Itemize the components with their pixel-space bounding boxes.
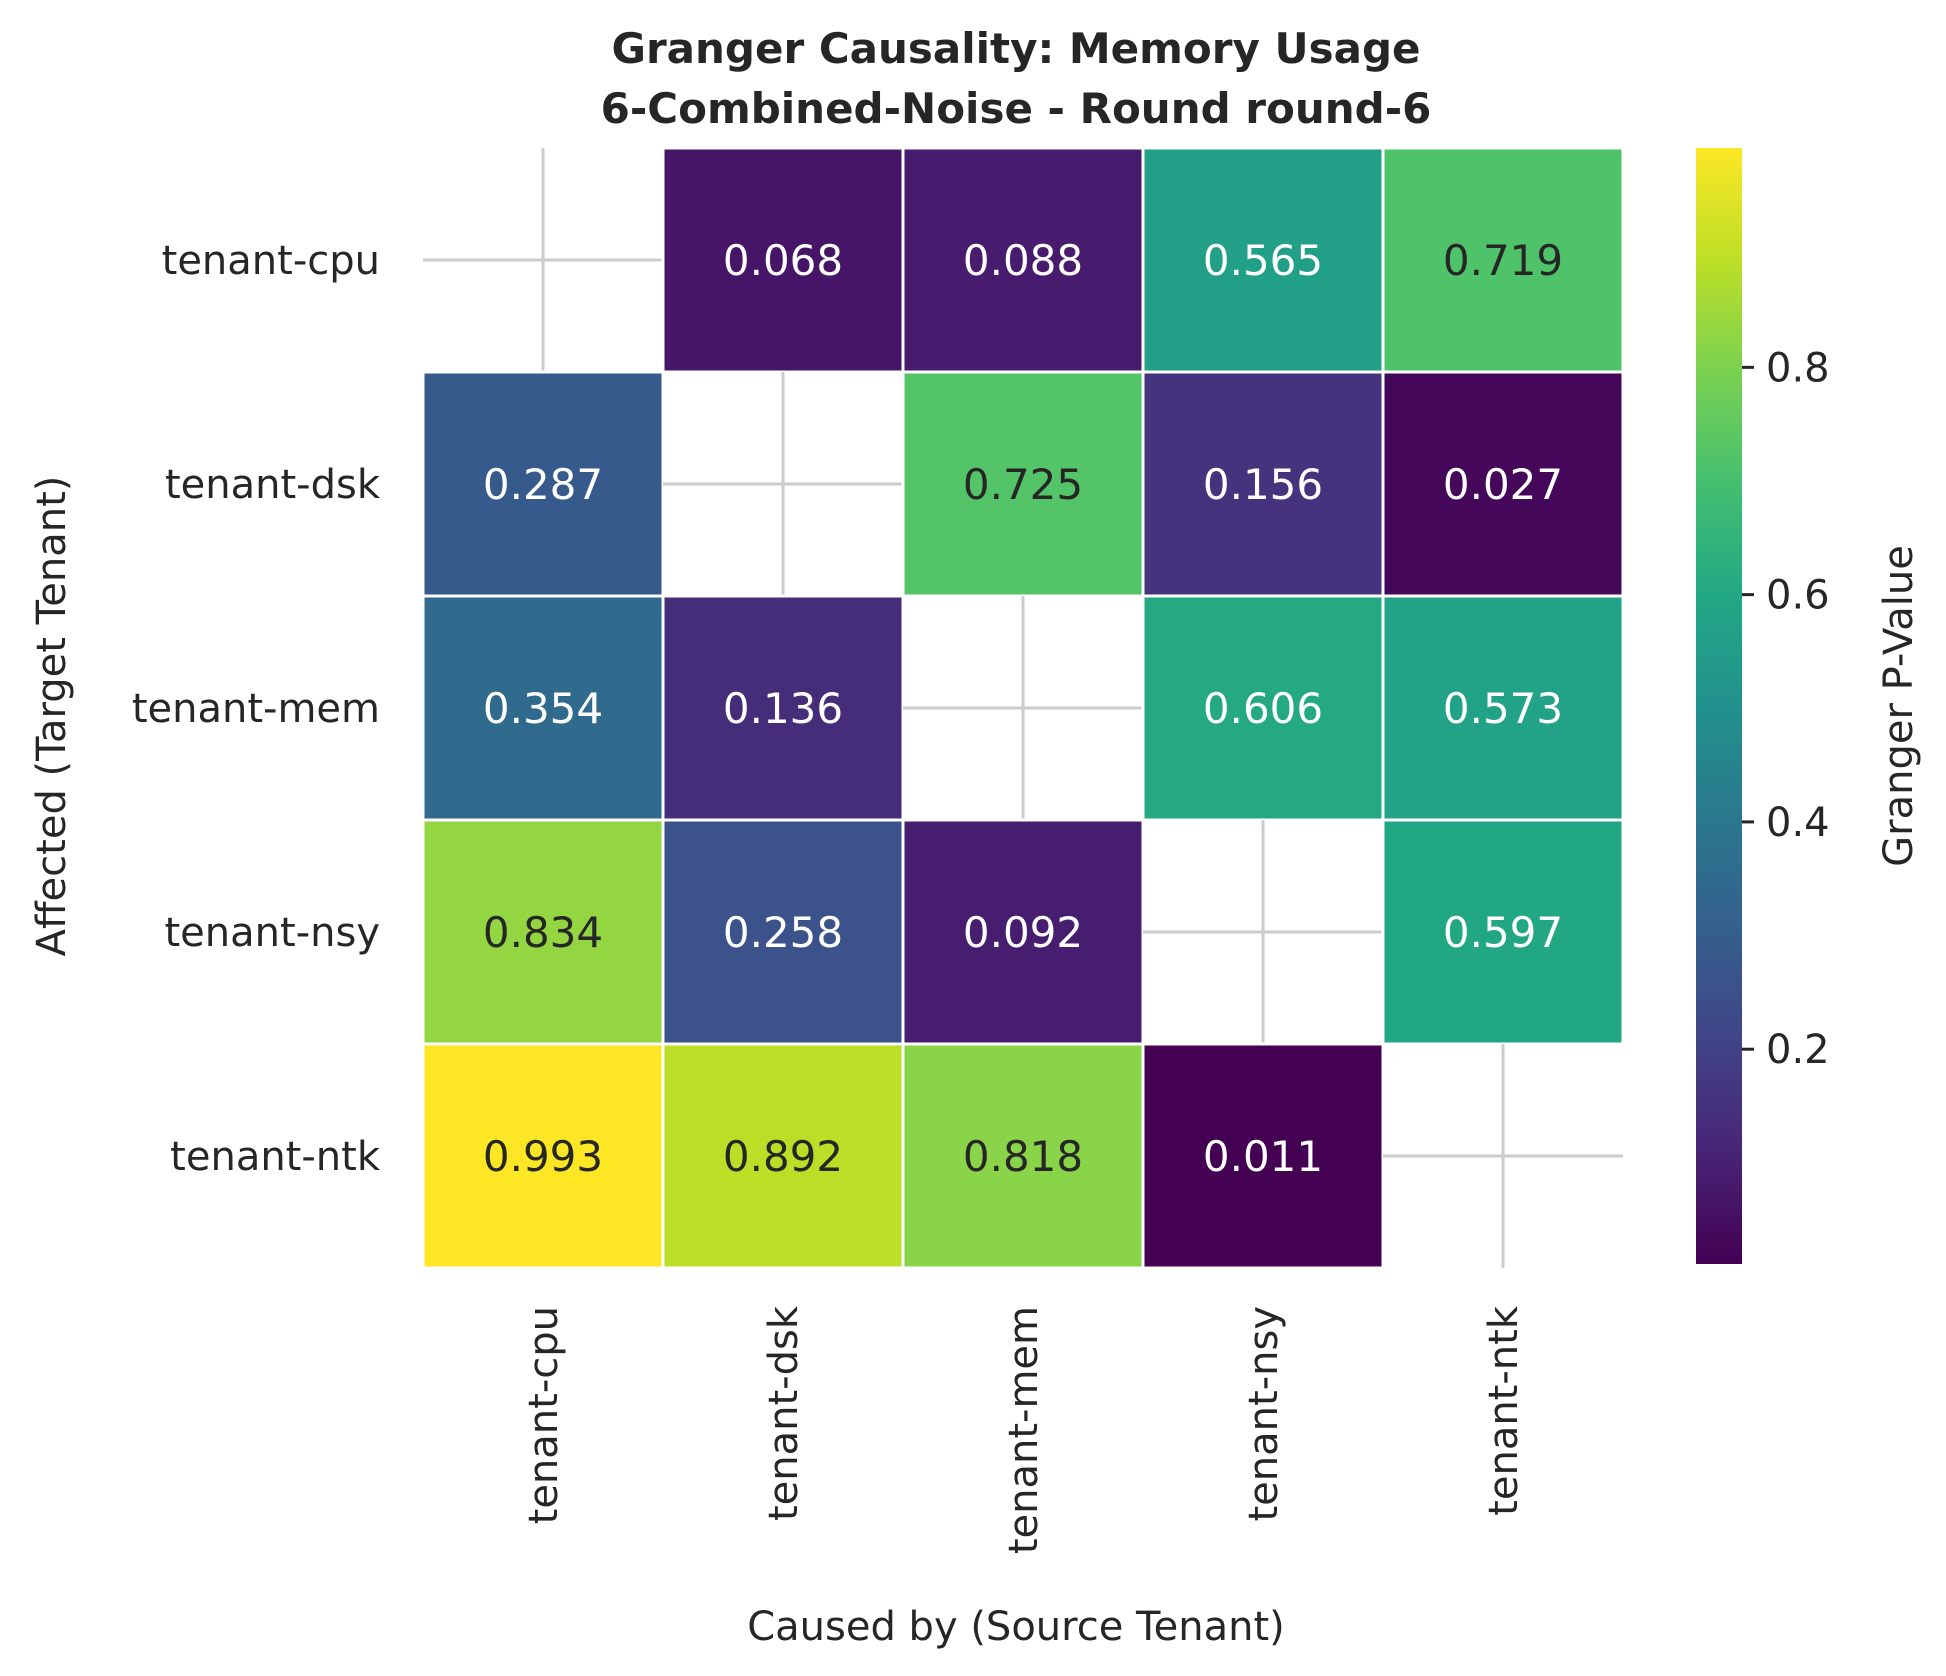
heatmap-cell xyxy=(1381,594,1625,822)
heatmap-cell xyxy=(421,1042,665,1270)
masked-cell xyxy=(1143,820,1383,1044)
x-tick-label: tenant-nsy xyxy=(1241,1306,1287,1522)
chart-title-line-1: Granger Causality: Memory Usage xyxy=(612,24,1421,73)
cell-value-label: 0.725 xyxy=(963,460,1083,509)
masked-cell xyxy=(903,596,1143,820)
x-tick-label: tenant-mem xyxy=(1001,1306,1047,1554)
x-tick-label: tenant-dsk xyxy=(761,1305,807,1521)
colorbar-ticks: 0.2 0.4 0.6 0.8 xyxy=(1742,345,1830,1073)
colorbar-tick-label: 0.2 xyxy=(1766,1027,1830,1073)
heatmap-cell xyxy=(1381,818,1625,1046)
heatmap-cell xyxy=(661,1042,905,1270)
x-tick-label: tenant-ntk xyxy=(1481,1305,1527,1516)
cell-value-label: 0.993 xyxy=(483,1132,603,1181)
cell-value-label: 0.136 xyxy=(723,684,843,733)
masked-cell xyxy=(423,148,663,372)
heatmap-cell xyxy=(421,594,665,822)
cell-value-label: 0.719 xyxy=(1443,236,1563,285)
heatmap-cell xyxy=(1141,146,1385,374)
colorbar-tick-label: 0.8 xyxy=(1766,345,1830,391)
heatmap-cell xyxy=(1141,1042,1385,1270)
heatmap-cell xyxy=(901,818,1145,1046)
cell-value-label: 0.834 xyxy=(483,908,603,957)
cell-value-label: 0.573 xyxy=(1443,684,1563,733)
cell-value-label: 0.258 xyxy=(723,908,843,957)
heatmap-cell xyxy=(661,146,905,374)
colorbar xyxy=(1696,148,1742,1264)
heatmap-cell xyxy=(901,1042,1145,1270)
heatmap-cell xyxy=(901,146,1145,374)
cell-value-label: 0.287 xyxy=(483,460,603,509)
colorbar-tick-label: 0.6 xyxy=(1766,573,1830,619)
cell-value-label: 0.354 xyxy=(483,684,603,733)
heatmap-cell xyxy=(661,818,905,1046)
masked-cell xyxy=(663,372,903,596)
cell-value-label: 0.565 xyxy=(1203,236,1323,285)
heatmap-cell xyxy=(1381,146,1625,374)
cell-value-label: 0.156 xyxy=(1203,460,1323,509)
y-tick-label: tenant-dsk xyxy=(165,462,381,508)
x-tick-label: tenant-cpu xyxy=(521,1306,567,1524)
cell-value-label: 0.088 xyxy=(963,236,1083,285)
cell-value-label: 0.892 xyxy=(723,1132,843,1181)
y-tick-labels: tenant-cpu tenant-dsk tenant-mem tenant-nsy… xyxy=(132,238,381,1180)
cell-value-label: 0.606 xyxy=(1203,684,1323,733)
masked-cell xyxy=(1383,1044,1623,1268)
cell-value-label: 0.027 xyxy=(1443,460,1563,509)
heatmap-cell xyxy=(1381,370,1625,598)
heatmap-cells: 0.068 0.088 0.565 0.719 0.287 0.725 0.156 0.027… xyxy=(421,146,1625,1270)
cell-value-label: 0.092 xyxy=(963,908,1083,957)
heatmap-cell xyxy=(901,370,1145,598)
x-axis-label: Caused by (Source Tenant) xyxy=(747,1604,1285,1650)
heatmap-cell xyxy=(1141,370,1385,598)
y-tick-label: tenant-nsy xyxy=(165,910,381,956)
cell-value-label: 0.818 xyxy=(963,1132,1083,1181)
chart-title-line-2: 6-Combined-Noise - Round round-6 xyxy=(601,84,1432,133)
y-tick-label: tenant-cpu xyxy=(162,238,380,284)
colorbar-tick-label: 0.4 xyxy=(1766,800,1830,846)
x-tick-labels: tenant-cpu tenant-dsk tenant-mem tenant-nsy… xyxy=(521,1305,1527,1554)
y-tick-label: tenant-ntk xyxy=(170,1134,381,1180)
y-axis-label: Affected (Target Tenant) xyxy=(29,476,75,957)
cell-value-label: 0.597 xyxy=(1443,908,1563,957)
y-tick-label: tenant-mem xyxy=(132,686,380,732)
cell-value-label: 0.068 xyxy=(723,236,843,285)
cell-value-label: 0.011 xyxy=(1203,1132,1323,1181)
colorbar-label: Granger P-Value xyxy=(1876,545,1922,867)
heatmap-cell xyxy=(1141,594,1385,822)
heatmap-cell xyxy=(661,594,905,822)
